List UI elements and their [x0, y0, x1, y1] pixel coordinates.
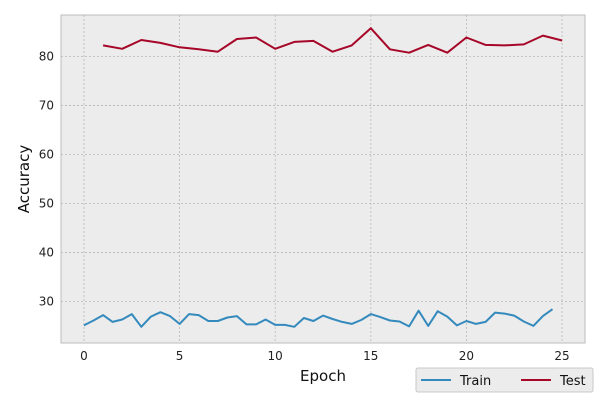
tick-labels: 0 5 10 15 20 25 30 40 50 60 70 80	[39, 50, 570, 363]
series-line-train	[83, 308, 554, 328]
y-tick-label: 30	[39, 294, 54, 308]
y-tick-label: 60	[39, 148, 54, 162]
y-tick-label: 40	[39, 245, 54, 259]
plot-area	[61, 15, 585, 343]
x-tick-label: 10	[268, 349, 283, 363]
grid-lines	[61, 15, 585, 343]
x-tick-label: 20	[459, 349, 474, 363]
legend-label-test: Test	[559, 374, 586, 389]
x-tick-label: 15	[363, 349, 378, 363]
plot-frame	[60, 14, 586, 344]
y-tick-label: 70	[39, 99, 54, 113]
legend-label-train: Train	[459, 374, 491, 389]
legend-box	[415, 367, 594, 393]
y-axis-label: Accuracy	[15, 145, 33, 214]
x-tick-label: 0	[80, 349, 88, 363]
x-tick-label: 5	[176, 349, 184, 363]
x-axis-label: Epoch	[300, 367, 346, 385]
series-lines	[83, 27, 563, 328]
series-line-test	[102, 27, 563, 54]
y-tick-label: 50	[39, 196, 54, 210]
x-tick-label: 25	[554, 349, 569, 363]
legend: Train Test	[415, 367, 594, 393]
y-tick-label: 80	[39, 50, 54, 64]
